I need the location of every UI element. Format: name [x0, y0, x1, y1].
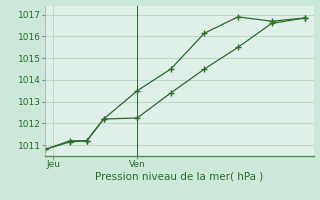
X-axis label: Pression niveau de la mer( hPa ): Pression niveau de la mer( hPa ) — [95, 172, 263, 182]
